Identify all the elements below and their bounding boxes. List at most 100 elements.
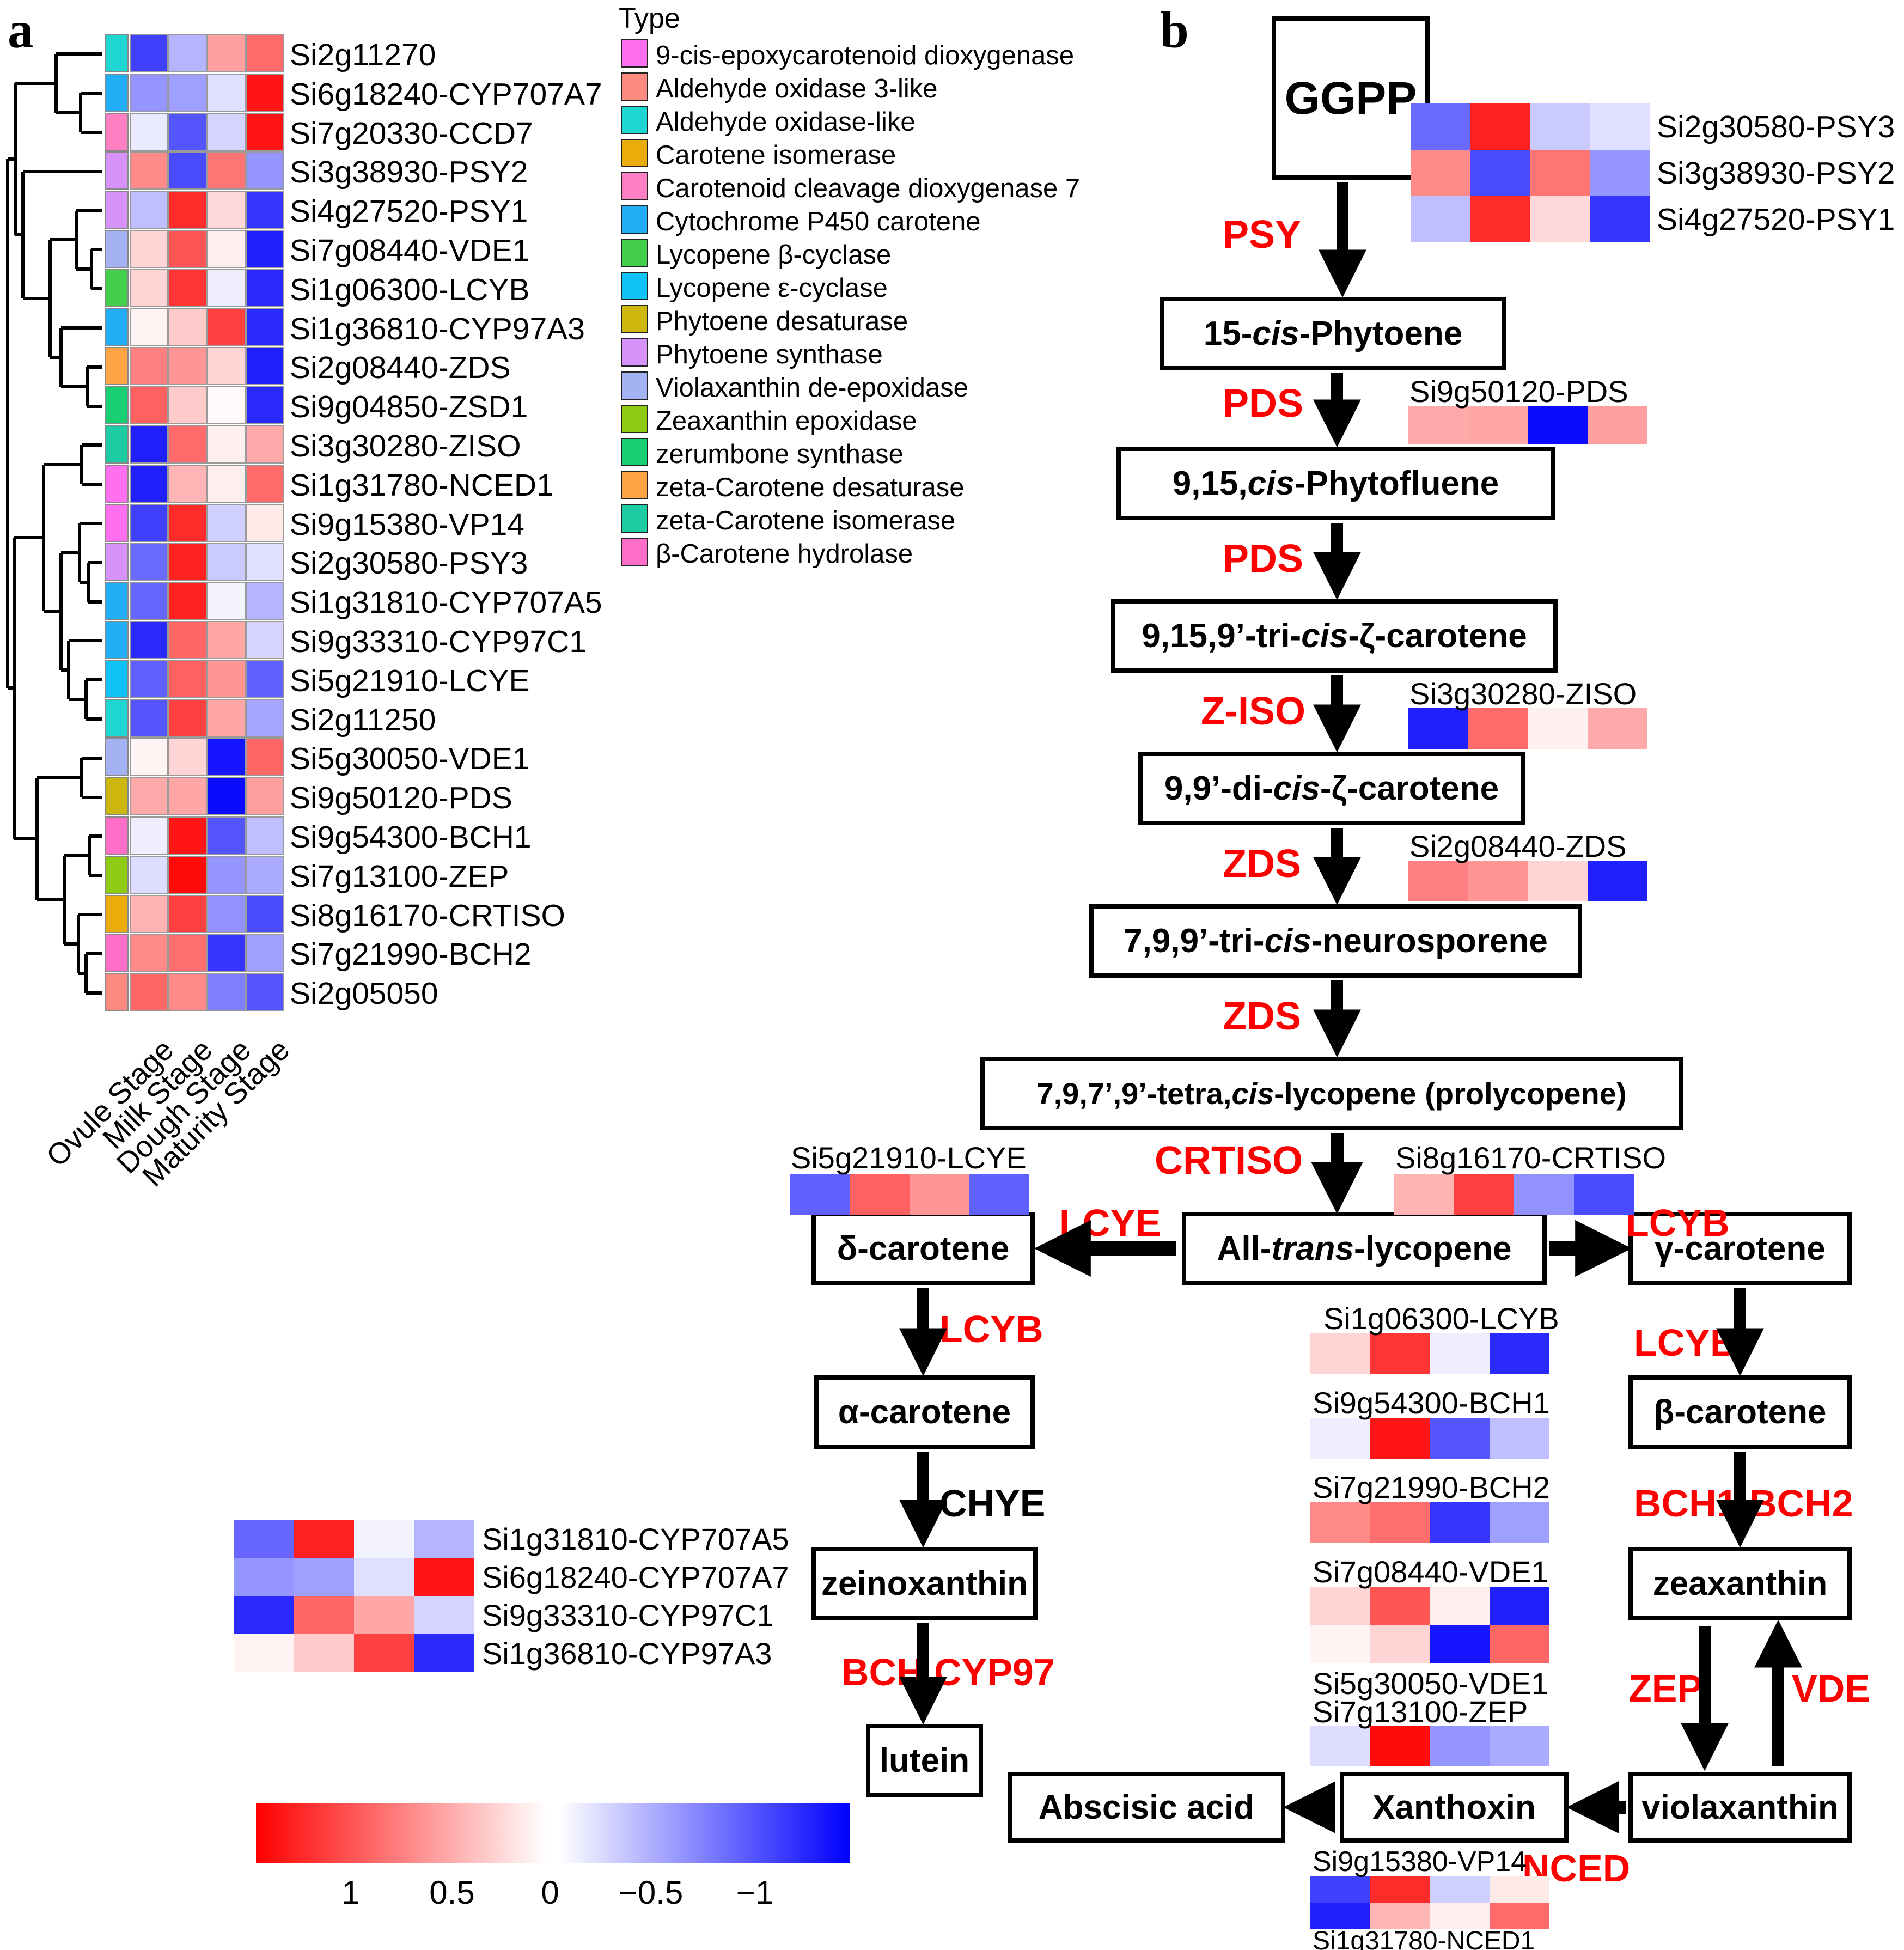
heatmap-cell (207, 191, 246, 229)
mini-heatmap-cell (1408, 861, 1468, 901)
heatmap-cell (246, 151, 284, 190)
heatmap-cell (246, 73, 284, 112)
mini-heatmap-cell (1530, 196, 1590, 242)
legend-swatch (621, 471, 648, 499)
colorbar-gradient (256, 1803, 850, 1863)
legend-label: β-Carotene hydrolase (656, 539, 913, 569)
colorbar-tick: −0.5 (618, 1874, 684, 1911)
enzyme-label-chye: CHYE (939, 1482, 1046, 1525)
heatmap-cell (246, 894, 284, 933)
enzyme-label-bch2: BCH2 (1749, 1482, 1853, 1525)
enzyme-label-pds2: PDS (1223, 537, 1304, 581)
type-sidebar-cell (105, 347, 129, 386)
mini-heatmap-label: Si9g54300-BCH1 (1313, 1386, 1550, 1420)
type-sidebar-cell (105, 699, 129, 738)
mini-heatmap-label: Si8g16170-CRTISO (1395, 1141, 1666, 1175)
mini-heatmap-label: Si6g18240-CYP707A7 (482, 1560, 789, 1594)
legend-label: Cytochrome P450 carotene (656, 207, 981, 236)
legend-label: Carotene isomerase (656, 141, 896, 170)
heatmap-cell (168, 777, 207, 816)
type-sidebar-cell (105, 230, 129, 268)
mini-heatmap-label: Si9g50120-PDS (1409, 374, 1628, 409)
type-sidebar-cell (105, 503, 129, 542)
enzyme-label-pds1: PDS (1223, 382, 1304, 425)
mini-heatmap-label: Si3g30280-ZISO (1409, 677, 1637, 711)
heatmap-cell (130, 191, 168, 229)
heatmap-cell (246, 503, 284, 542)
heatmap-cell (207, 934, 246, 972)
heatmap-cell (168, 543, 207, 581)
mini-heatmap-cell (1588, 708, 1647, 749)
mini-heatmap-cell (1490, 1625, 1549, 1663)
heatmap-cell (168, 973, 207, 1011)
mini-heatmap-label: Si9g15380-VP14 (1313, 1846, 1527, 1878)
pathway-box-ggpp: GGPP (1272, 16, 1430, 180)
mini-heatmap-cell (234, 1520, 294, 1558)
mini-heatmap-label: Si5g30050-VDE1 (1313, 1666, 1548, 1701)
mini-heatmap-label: Si3g38930-PSY2 (1657, 156, 1895, 191)
gene-row-label: Si2g30580-PSY3 (290, 546, 528, 581)
heatmap-cell (168, 347, 207, 386)
heatmap-cell (207, 855, 246, 894)
legend-label: Phytoene synthase (656, 340, 883, 369)
gene-row-label: Si3g38930-PSY2 (290, 155, 528, 190)
mini-heatmap-cell (1470, 150, 1530, 196)
gene-row-label: Si2g05050 (290, 976, 438, 1011)
type-sidebar-cell (105, 543, 129, 581)
heatmap-cell (207, 503, 246, 542)
heatmap-cell (246, 269, 284, 307)
mini-heatmap-cell (234, 1596, 294, 1634)
heatmap-cell (168, 503, 207, 542)
type-sidebar-cell (105, 621, 129, 659)
type-sidebar-cell (105, 191, 129, 229)
gene-row-label: Si9g54300-BCH1 (290, 820, 532, 855)
mini-heatmap-cell (1370, 1333, 1430, 1374)
mini-heatmap-cell (1411, 103, 1470, 150)
mini-heatmap-cell (1370, 1418, 1430, 1459)
heatmap-cell (246, 934, 284, 972)
heatmap-cell (130, 894, 168, 933)
heatmap-cell (168, 464, 207, 503)
heatmap-cell (207, 112, 246, 151)
gene-row-label: Si3g30280-ZISO (290, 429, 521, 464)
mini-heatmap-cell (1430, 1418, 1490, 1459)
heatmap-cell (246, 34, 284, 72)
heatmap-cell (246, 660, 284, 698)
mini-heatmap-cell (1470, 196, 1530, 242)
mini-heatmap-cell (1490, 1587, 1549, 1625)
mini-heatmap-label: Si4g27520-PSY1 (1657, 202, 1895, 237)
legend-label: zeta-Carotene desaturase (656, 473, 965, 502)
heatmap-cell (246, 308, 284, 346)
mini-heatmap-cell (1310, 1625, 1370, 1663)
mini-heatmap-cell (1490, 1333, 1549, 1374)
heatmap-cell (246, 582, 284, 620)
mini-heatmap-cell (1370, 1625, 1430, 1663)
mini-heatmap-cell (1411, 196, 1470, 242)
mini-heatmap-cell (234, 1634, 294, 1672)
enzyme-label-lcyb_r1: LCYB (1626, 1202, 1730, 1244)
heatmap-cell (130, 621, 168, 659)
gene-row-label: Si8g16170-CRTISO (290, 898, 565, 933)
pathway-box-beta: β-carotene (1628, 1375, 1852, 1449)
mini-heatmap-cell (1394, 1174, 1454, 1215)
heatmap-cell (168, 151, 207, 190)
heatmap-cell (246, 543, 284, 581)
gene-row-label: Si7g13100-ZEP (290, 858, 509, 894)
pathway-box-dicis: 9,9’-di-cis -ζ-carotene (1138, 752, 1525, 825)
heatmap-cell (207, 230, 246, 268)
mini-heatmap-label: Si7g13100-ZEP (1313, 1695, 1528, 1729)
mini-heatmap-cell (414, 1558, 474, 1596)
mini-heatmap-cell (1490, 1502, 1549, 1543)
mini-heatmap-cell (1430, 1333, 1490, 1374)
heatmap-cell (207, 34, 246, 72)
mini-heatmap-cell (1370, 1587, 1430, 1625)
gene-row-label: Si2g08440-ZDS (290, 350, 511, 386)
legend-swatch (621, 438, 648, 466)
heatmap-cell (207, 308, 246, 346)
heatmap-cell (168, 934, 207, 972)
heatmap-cell (246, 464, 284, 503)
mini-heatmap-label: Si2g30580-PSY3 (1657, 109, 1895, 144)
mini-heatmap-cell (414, 1520, 474, 1558)
mini-heatmap-cell (1590, 196, 1650, 242)
